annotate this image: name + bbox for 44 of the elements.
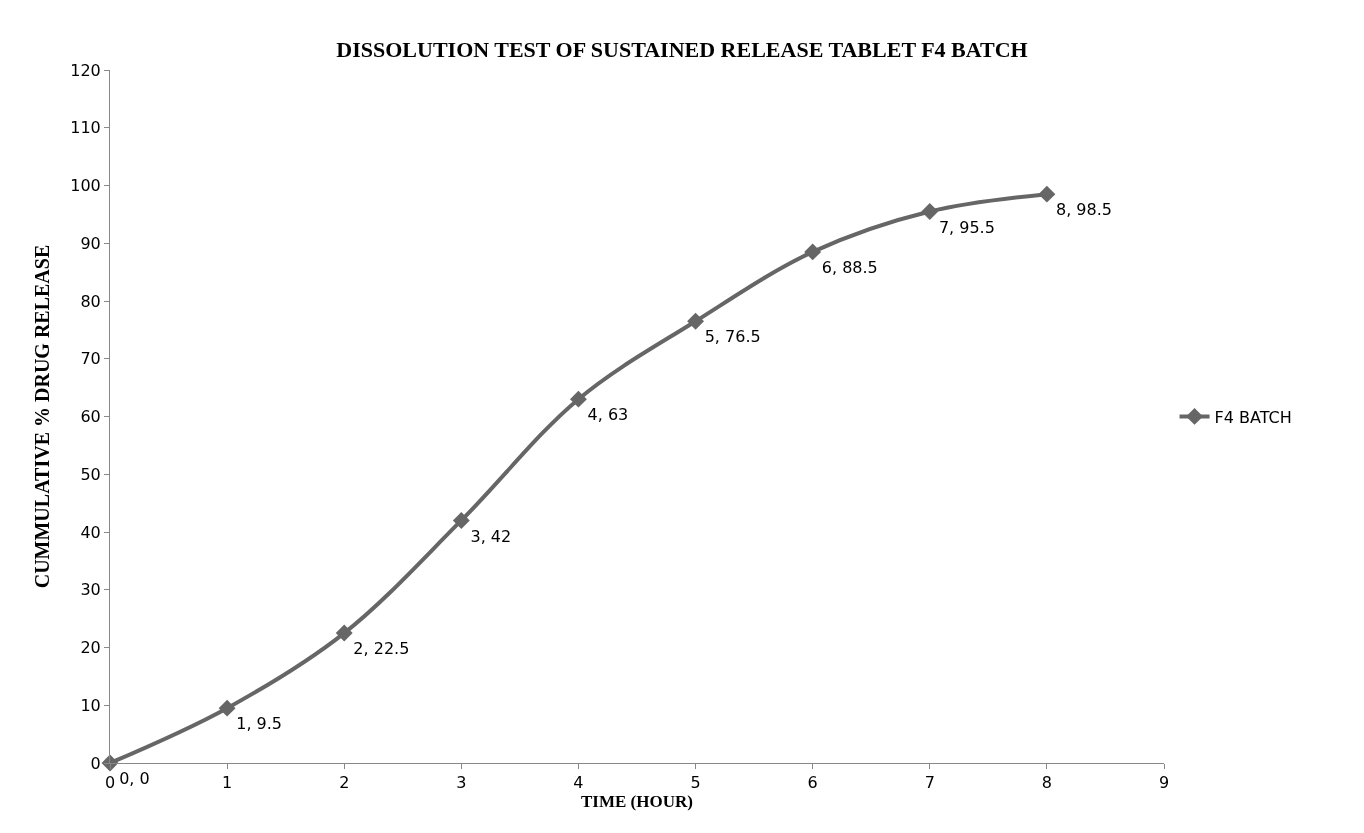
x-tick-label: 6 [807, 773, 818, 793]
point [921, 203, 939, 220]
legend-label: F4 BATCH [1214, 407, 1292, 427]
x-tick-label: 9 [1158, 773, 1170, 793]
point [218, 699, 236, 717]
x-tick-label: 2 [339, 773, 350, 793]
x-tick-label: 4 [573, 773, 584, 793]
x-tick-label: 5 [690, 773, 701, 793]
y-tick-label: 110 [70, 118, 101, 138]
chart-title: DISSOLUTION TEST OF SUSTAINED RELEASE TABLET F4 BATCH [336, 37, 1028, 63]
point [569, 390, 587, 408]
y-tick-label: 30 [80, 580, 101, 600]
data-label: 0, 0 [119, 769, 150, 789]
y-tick-label: 70 [80, 349, 101, 369]
point [1038, 185, 1056, 203]
data-label: 2, 22.5 [353, 639, 410, 659]
y-tick-label: 20 [80, 638, 101, 658]
y-axis-title: CUMMULATIVE % DRUG RELEASE [30, 244, 53, 589]
y-tick-label: 80 [80, 291, 101, 311]
data-label: 4, 63 [587, 405, 629, 425]
data-label: 6, 88.5 [821, 258, 878, 278]
y-tick-label: 90 [80, 233, 101, 253]
x-tick-label: 7 [924, 773, 935, 793]
x-tick-label: 3 [456, 773, 467, 793]
data-label: 1, 9.5 [236, 714, 283, 734]
y-tick-label: 50 [80, 464, 101, 484]
point [452, 512, 470, 529]
y-tick-label: 0 [90, 753, 101, 773]
data-label: 8, 98.5 [1056, 200, 1112, 220]
x-tick-label: 1 [222, 773, 233, 793]
x-tick-label: 0 [104, 773, 116, 793]
point [804, 243, 822, 261]
y-tick-label: 40 [80, 522, 101, 542]
y-tick-label: 60 [80, 407, 101, 427]
point [335, 624, 353, 642]
data-label: 5, 76.5 [704, 327, 761, 347]
data-label: 7, 95.5 [938, 217, 995, 237]
x-tick-label: 8 [1041, 773, 1052, 793]
point [687, 312, 705, 330]
data-label: 3, 42 [470, 526, 512, 546]
y-tick-label: 10 [80, 695, 101, 715]
x-axis-title: TIME (HOUR) [581, 792, 693, 812]
y-tick-label: 120 [70, 60, 101, 80]
y-tick-label: 100 [70, 176, 101, 196]
